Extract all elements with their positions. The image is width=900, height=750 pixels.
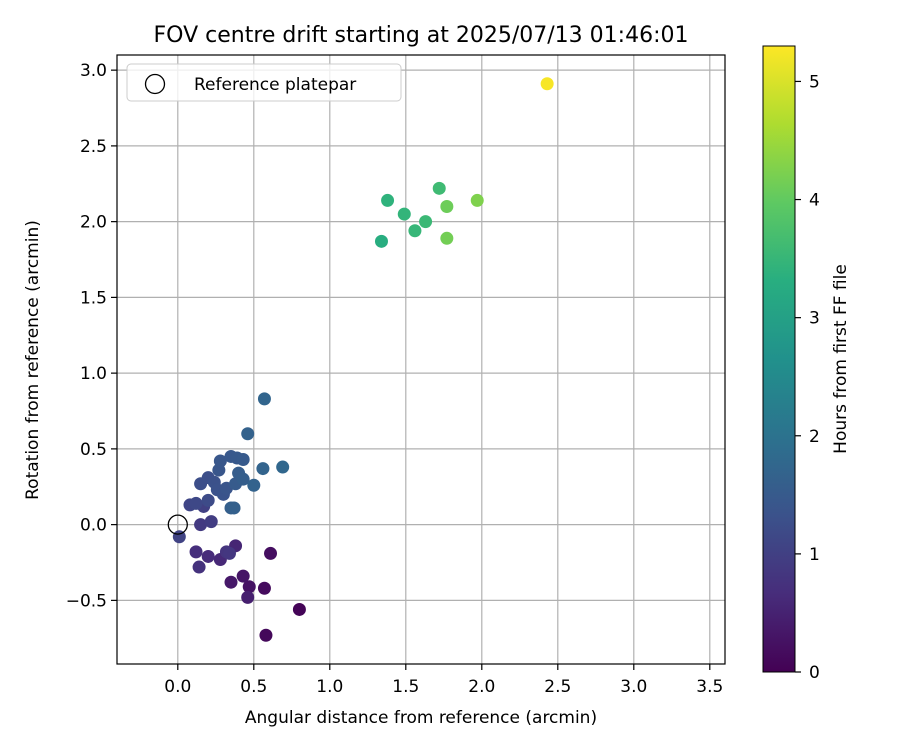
data-point	[241, 427, 255, 441]
x-tick-label: 1.5	[392, 677, 419, 697]
x-axis-ticks: 0.0 0.5 1.0 1.5 2.0 2.5 3.0 3.5	[164, 664, 723, 697]
data-point	[201, 493, 215, 507]
data-point	[227, 501, 241, 515]
colorbar-tick-label: 3	[809, 309, 820, 329]
data-point	[257, 581, 271, 595]
x-tick-label: 3.5	[696, 677, 723, 697]
data-point	[292, 602, 306, 616]
data-point	[189, 545, 203, 559]
data-point	[259, 628, 273, 642]
data-point	[242, 580, 256, 594]
y-tick-label: 3.0	[80, 61, 107, 81]
colorbar-gradient	[762, 45, 796, 673]
data-point	[213, 454, 227, 468]
legend-reference-marker	[144, 73, 166, 95]
data-point	[247, 478, 261, 492]
x-tick-label: 0.5	[240, 677, 267, 697]
data-point	[236, 569, 250, 583]
y-tick-label: 0.5	[80, 440, 107, 460]
colorbar-tick-label: 2	[809, 427, 820, 447]
y-tick-label: 2.0	[80, 213, 107, 233]
data-point	[470, 193, 484, 207]
x-axis-label: Angular distance from reference (arcmin)	[245, 708, 597, 728]
data-point	[408, 224, 422, 238]
data-point	[257, 392, 271, 406]
colorbar-tick-label: 0	[809, 663, 820, 683]
data-point	[201, 549, 215, 563]
colorbar-ticks: 0 1 2 3 4 5	[795, 72, 820, 683]
y-tick-label: 1.5	[80, 288, 107, 308]
data-point	[236, 472, 250, 486]
plot-frame	[116, 54, 726, 665]
data-point	[432, 181, 446, 195]
grid	[117, 55, 725, 664]
data-point	[374, 234, 388, 248]
y-tick-label: 2.5	[80, 137, 107, 157]
data-point	[204, 515, 218, 529]
data-point	[222, 546, 236, 560]
data-point	[440, 199, 454, 213]
data-point	[194, 518, 208, 532]
legend-reference-label: Reference platepar	[194, 75, 356, 95]
y-tick-label: 0.0	[80, 516, 107, 536]
y-axis-ticks: −0.5 0.0 0.5 1.0 1.5 2.0 2.5 3.0	[66, 61, 117, 611]
legend: Reference platepar	[126, 63, 402, 102]
reference-marker-group	[167, 514, 188, 535]
x-tick-label: 3.0	[620, 677, 647, 697]
data-point	[224, 575, 238, 589]
data-point	[419, 215, 433, 229]
data-point	[276, 460, 290, 474]
data-point	[256, 462, 270, 476]
colorbar: 0 1 2 3 4 5 Hours from first FF file	[762, 45, 851, 683]
colorbar-tick-label: 1	[809, 545, 820, 565]
data-point	[381, 193, 395, 207]
x-tick-label: 2.5	[544, 677, 571, 697]
x-tick-label: 0.0	[164, 677, 191, 697]
x-tick-label: 2.0	[468, 677, 495, 697]
colorbar-tick-label: 4	[809, 191, 820, 211]
data-point	[264, 546, 278, 560]
colorbar-label: Hours from first FF file	[831, 264, 851, 454]
data-point	[540, 77, 554, 91]
data-point	[440, 231, 454, 245]
data-point	[241, 590, 255, 604]
data-point	[189, 496, 203, 510]
x-tick-label: 1.0	[316, 677, 343, 697]
legend-box	[126, 63, 402, 102]
y-tick-label: −0.5	[66, 591, 107, 611]
reference-platepar-marker	[167, 514, 188, 535]
colorbar-tick-label: 5	[809, 72, 820, 92]
chart-title: FOV centre drift starting at 2025/07/13 …	[154, 23, 689, 48]
y-tick-label: 1.0	[80, 364, 107, 384]
data-points	[172, 77, 554, 642]
data-point	[397, 207, 411, 221]
data-point	[236, 452, 250, 466]
y-axis-label: Rotation from reference (arcmin)	[23, 220, 43, 500]
data-point	[192, 560, 206, 574]
